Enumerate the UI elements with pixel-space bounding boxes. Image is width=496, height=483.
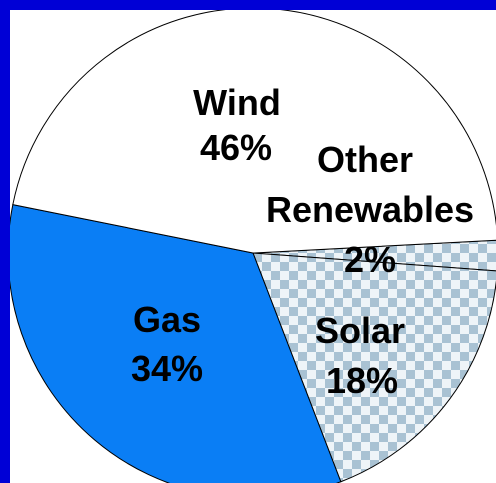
gas-label-value: 34%	[131, 348, 203, 389]
wind-label-value: 46%	[200, 127, 272, 168]
slice-gas	[10, 203, 342, 483]
other-renewables-label-name-line2: Renewables	[266, 189, 474, 230]
solar-label-value: 18%	[326, 360, 398, 401]
pie-chart: Wind 46% Other Renewables 2% Solar 18% G…	[10, 10, 496, 483]
wind-label-name: Wind	[193, 82, 281, 123]
slice-solar	[252, 252, 496, 483]
slice-other-renewables	[252, 239, 496, 272]
solar-label-name: Solar	[315, 310, 405, 351]
other-renewables-label-value: 2%	[344, 239, 396, 280]
other-renewables-label-name-line1: Other	[317, 139, 413, 180]
plot-area: Wind 46% Other Renewables 2% Solar 18% G…	[10, 10, 496, 483]
slice-wind	[12, 10, 496, 254]
gas-label-name: Gas	[133, 299, 201, 340]
